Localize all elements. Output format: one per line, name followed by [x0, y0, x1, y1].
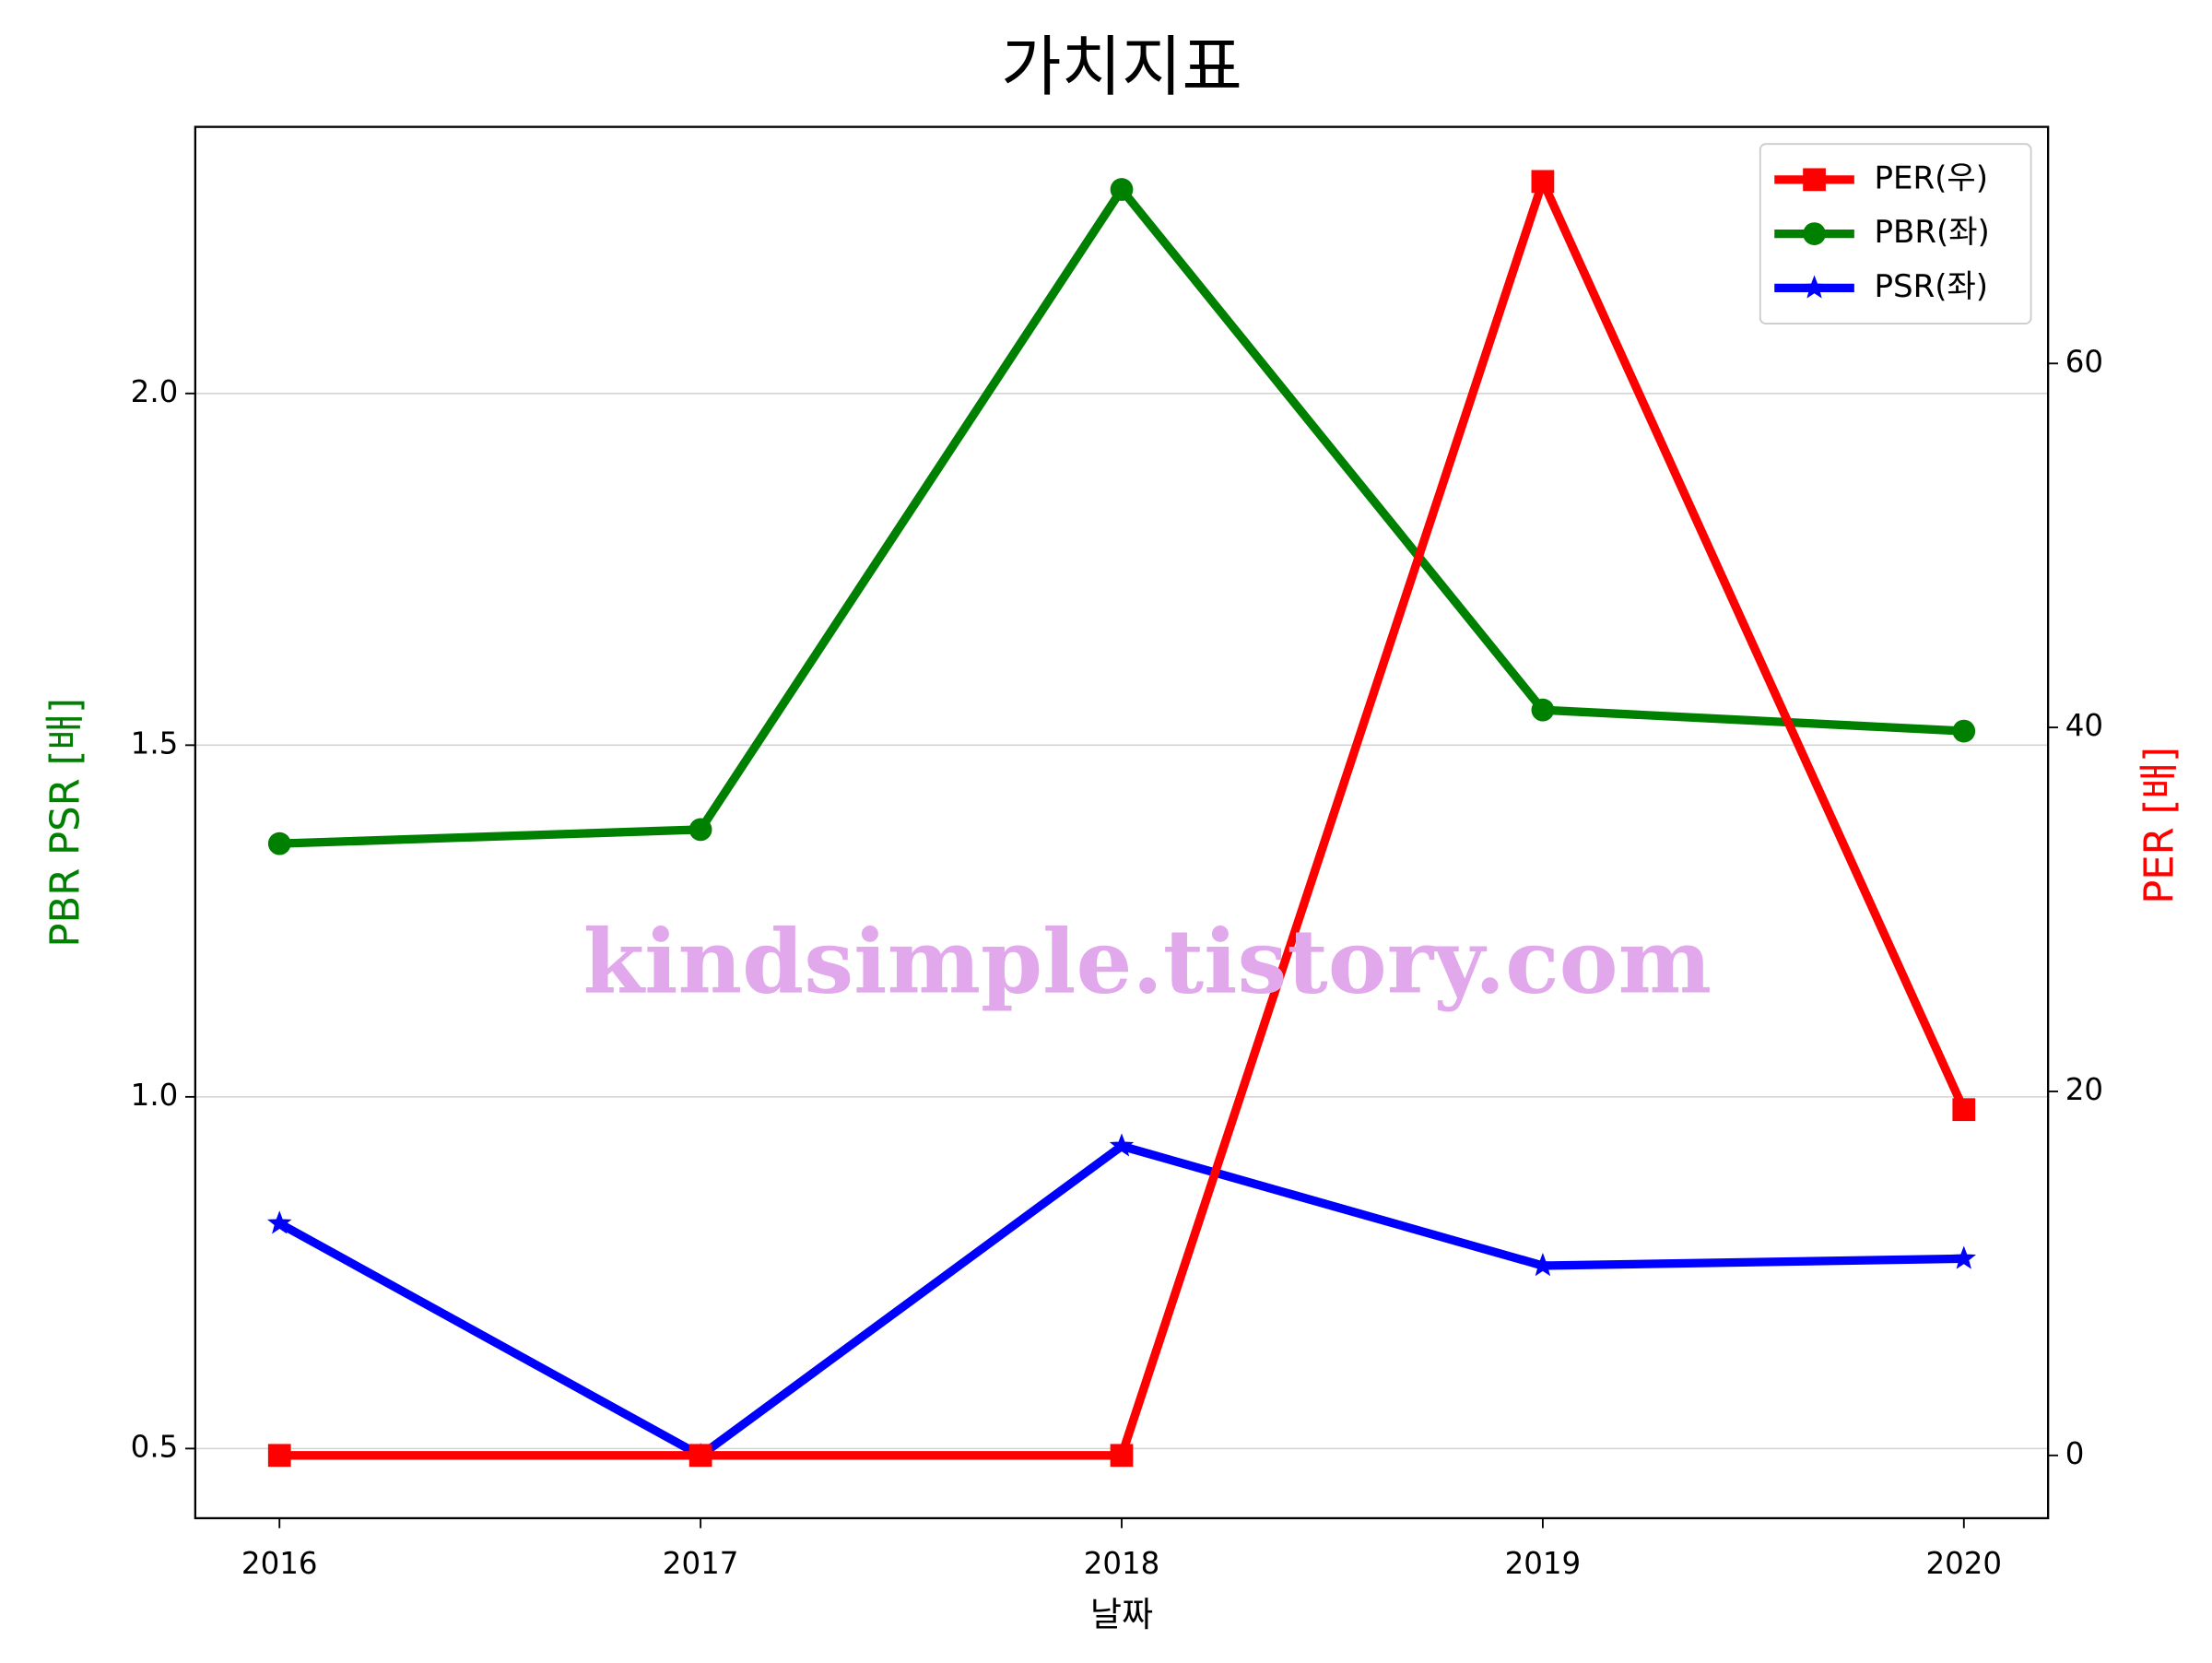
- y2-tick-label: 0: [2065, 1436, 2085, 1471]
- legend-label: PBR(좌): [1875, 214, 1990, 251]
- marker: [1110, 1444, 1134, 1468]
- y-axis-label: PBR PSR [배]: [43, 698, 89, 948]
- legend-label: PER(우): [1875, 159, 1988, 196]
- marker: [267, 1444, 291, 1468]
- y-tick-label: 1.0: [131, 1078, 179, 1113]
- x-tick-label: 2018: [1084, 1546, 1160, 1581]
- y-tick-label: 0.5: [131, 1429, 179, 1464]
- marker: [688, 818, 712, 842]
- x-tick-label: 2017: [663, 1546, 739, 1581]
- marker: [688, 1444, 712, 1468]
- x-tick-label: 2016: [241, 1546, 318, 1581]
- marker: [1951, 1245, 1977, 1269]
- x-tick-label: 2019: [1505, 1546, 1582, 1581]
- legend-marker: [1803, 222, 1826, 245]
- legend-marker: [1802, 275, 1827, 299]
- marker: [1531, 698, 1555, 722]
- chart-title: 가치지표: [1001, 29, 1242, 105]
- y2-tick-label: 60: [2065, 344, 2103, 379]
- marker: [1109, 1133, 1135, 1157]
- marker: [1952, 719, 1976, 743]
- legend-marker: [1803, 168, 1826, 192]
- y2-tick-label: 40: [2065, 708, 2103, 743]
- marker: [1531, 170, 1555, 194]
- legend-label: PSR(좌): [1875, 268, 1989, 305]
- marker: [266, 1210, 292, 1234]
- x-tick-label: 2020: [1925, 1546, 2002, 1581]
- x-axis-label: 날짜: [1090, 1595, 1153, 1634]
- marker: [1952, 1098, 1976, 1122]
- y2-tick-label: 20: [2065, 1072, 2103, 1107]
- y-tick-label: 1.5: [131, 725, 179, 761]
- y2-axis-label: PER [배]: [2136, 747, 2183, 904]
- watermark: kindsimple.tistory.com: [583, 909, 1712, 1013]
- legend: PER(우) PBR(좌) PSR(좌): [1759, 143, 2032, 324]
- plot-frame: [194, 125, 2050, 1520]
- marker: [1530, 1253, 1556, 1277]
- marker: [267, 832, 291, 855]
- y-tick-label: 2.0: [131, 374, 179, 409]
- legend-box: [1759, 143, 2032, 324]
- marker: [1110, 178, 1134, 201]
